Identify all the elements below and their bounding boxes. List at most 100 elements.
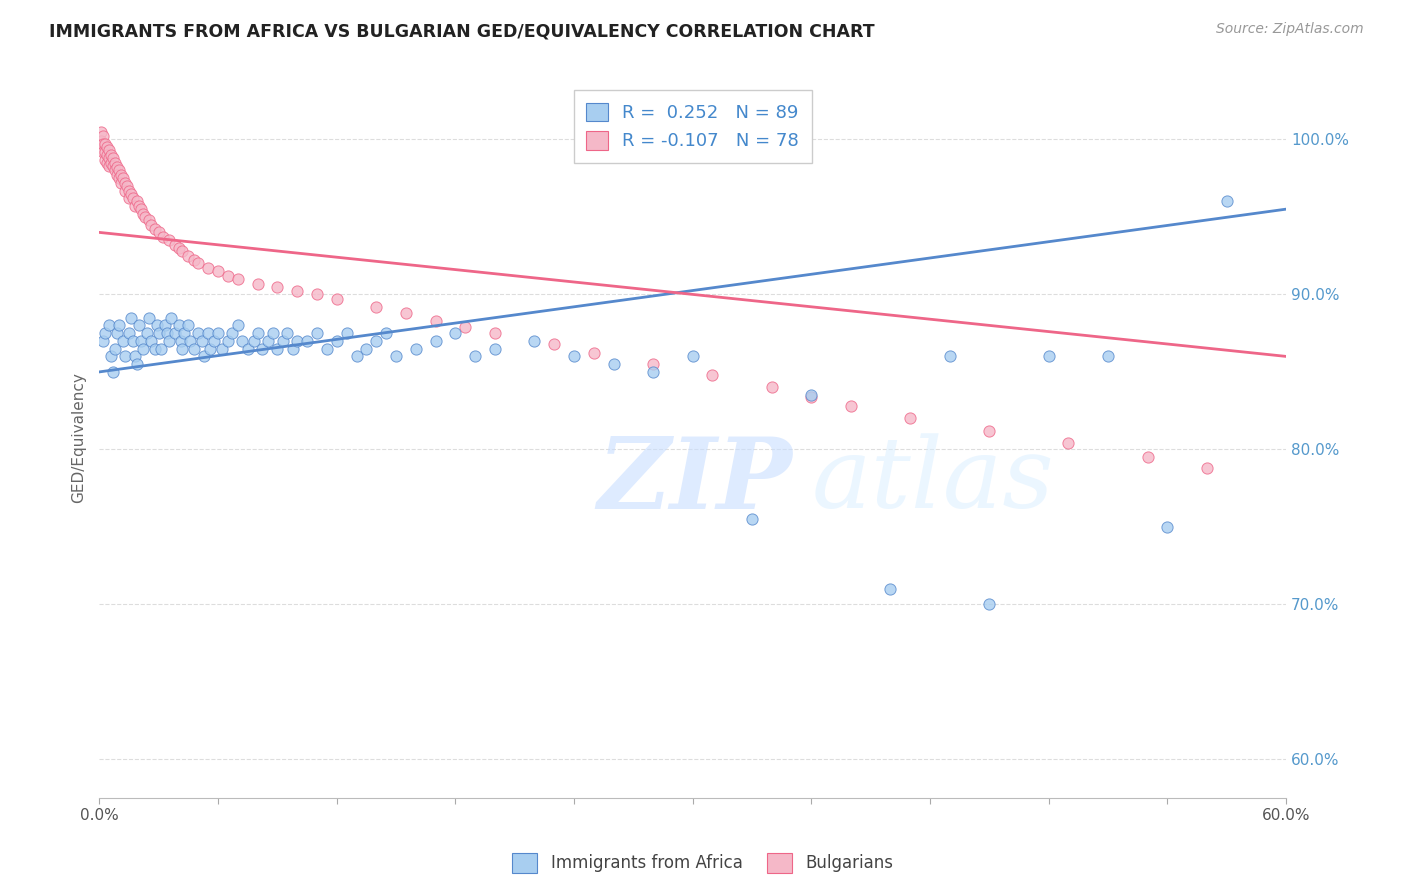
Point <box>236 342 259 356</box>
Point <box>226 318 249 333</box>
Point <box>138 213 160 227</box>
Point <box>405 342 427 356</box>
Point <box>100 155 122 169</box>
Point <box>187 256 209 270</box>
Point <box>108 318 131 333</box>
Point <box>93 334 115 348</box>
Point <box>979 424 1001 438</box>
Point <box>163 326 186 340</box>
Point <box>741 512 763 526</box>
Point <box>375 326 398 340</box>
Point <box>134 210 156 224</box>
Point <box>800 390 823 404</box>
Point <box>128 318 150 333</box>
Point <box>105 168 128 182</box>
Point <box>256 334 278 348</box>
Point <box>90 134 112 148</box>
Point <box>103 365 125 379</box>
Point <box>93 145 115 159</box>
Point <box>425 314 447 328</box>
Legend: Immigrants from Africa, Bulgarians: Immigrants from Africa, Bulgarians <box>506 847 900 880</box>
Point <box>246 277 269 291</box>
Point <box>643 365 665 379</box>
Point <box>173 326 195 340</box>
Point <box>276 326 298 340</box>
Point <box>120 186 142 201</box>
Point <box>702 368 724 382</box>
Point <box>231 334 253 348</box>
Point <box>366 334 388 348</box>
Point <box>202 334 225 348</box>
Point <box>979 598 1001 612</box>
Point <box>138 310 160 325</box>
Point <box>96 155 118 169</box>
Point <box>172 244 194 258</box>
Point <box>1215 194 1237 209</box>
Point <box>135 326 157 340</box>
Point <box>149 342 172 356</box>
Point <box>143 342 166 356</box>
Point <box>104 163 127 178</box>
Point <box>484 326 506 340</box>
Point <box>94 137 117 152</box>
Point <box>125 357 148 371</box>
Point <box>104 342 127 356</box>
Point <box>285 285 308 299</box>
Point <box>105 161 128 175</box>
Point <box>114 350 136 364</box>
Point <box>108 163 131 178</box>
Point <box>262 326 284 340</box>
Point <box>118 326 141 340</box>
Point <box>217 334 239 348</box>
Point <box>1057 436 1080 450</box>
Point <box>159 310 181 325</box>
Point <box>226 272 249 286</box>
Legend: R =  0.252   N = 89, R = -0.107   N = 78: R = 0.252 N = 89, R = -0.107 N = 78 <box>574 90 811 163</box>
Point <box>266 279 288 293</box>
Point <box>103 151 125 165</box>
Point <box>115 178 138 193</box>
Point <box>94 326 117 340</box>
Point <box>385 350 408 364</box>
Point <box>879 582 901 596</box>
Point <box>326 334 349 348</box>
Point <box>193 350 215 364</box>
Point <box>120 310 142 325</box>
Point <box>464 350 486 364</box>
Point <box>523 334 546 348</box>
Point <box>305 326 328 340</box>
Point <box>346 350 368 364</box>
Point <box>122 334 145 348</box>
Point <box>122 191 145 205</box>
Point <box>207 264 229 278</box>
Point <box>250 342 273 356</box>
Point <box>163 237 186 252</box>
Point <box>98 159 121 173</box>
Point <box>167 241 190 255</box>
Point <box>336 326 359 340</box>
Point <box>425 334 447 348</box>
Point <box>221 326 243 340</box>
Point <box>129 334 152 348</box>
Point <box>177 249 200 263</box>
Point <box>139 218 162 232</box>
Point <box>283 342 305 356</box>
Text: Source: ZipAtlas.com: Source: ZipAtlas.com <box>1216 22 1364 37</box>
Point <box>266 342 288 356</box>
Point <box>356 342 378 356</box>
Point <box>305 287 328 301</box>
Point <box>153 318 176 333</box>
Text: IMMIGRANTS FROM AFRICA VS BULGARIAN GED/EQUIVALENCY CORRELATION CHART: IMMIGRANTS FROM AFRICA VS BULGARIAN GED/… <box>49 22 875 40</box>
Point <box>94 153 117 167</box>
Point <box>148 326 170 340</box>
Point <box>315 342 337 356</box>
Point <box>197 326 219 340</box>
Point <box>112 171 135 186</box>
Point <box>939 350 962 364</box>
Point <box>112 334 135 348</box>
Point <box>128 199 150 213</box>
Point <box>143 222 166 236</box>
Point <box>273 334 295 348</box>
Point <box>800 388 823 402</box>
Point <box>172 342 194 356</box>
